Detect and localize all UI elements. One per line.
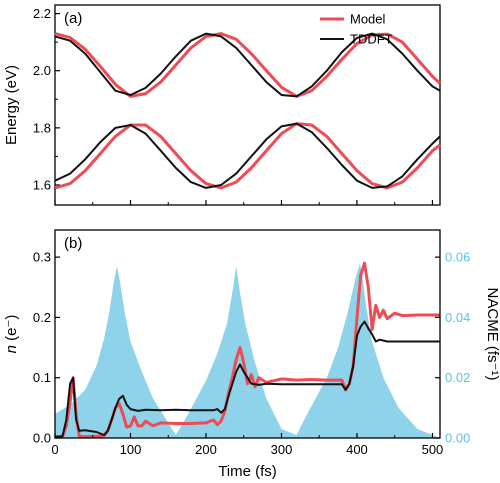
legend: Model TDDFT [320,12,393,47]
x-tick-label: 300 [271,442,293,457]
panel-b-right-y-tick-label: 0.00 [445,431,470,446]
panel-a-frame [54,4,441,206]
x-axis-label: Time (fs) [218,463,277,480]
x-tick-label: 400 [346,442,368,457]
panel-b-series [54,261,440,439]
panel-b-y-tick-label: 0.0 [33,431,51,446]
panel-b-y-tick-label: 0.2 [33,310,51,325]
x-tick-label: 0 [51,442,58,457]
panel-b-right-y-tick-label: 0.04 [445,310,470,325]
series-line-tddft [54,32,441,98]
panel-b-right-y-tick-label: 0.06 [445,250,470,265]
panel-a-y-tick-label: 2.2 [33,6,51,21]
nacme-area [55,263,440,438]
panel-a-ticks: 1.6 1.8 2.0 2.2 [33,6,434,205]
panel-b-y-tick-label: 0.1 [33,370,51,385]
panel-b-y-tick-label: 0.3 [33,250,51,265]
panel-a-series [54,32,442,190]
legend-label-tddft: TDDFT [350,32,393,47]
nacme-area-fill [55,263,440,438]
panel-a-y-axis-label: Energy (eV) [3,65,20,145]
series-line-model [54,122,441,190]
panel-a-y-tick-label: 1.6 [33,178,51,193]
panel-b-right-y-tick-label: 0.02 [445,370,470,385]
series-line-tddft [54,122,441,189]
panel-a-label: (a) [64,10,82,27]
panel-b-label: (b) [64,235,82,252]
panel-b-ticks: 0 100 200 300 400 500 0.0 0.1 0.2 0.3 0.00 0.02 0.04… [33,250,470,457]
legend-label-model: Model [350,12,386,27]
x-tick-label: 100 [120,442,142,457]
x-tick-label: 500 [422,442,444,457]
panel-b-frame [54,229,441,439]
panel-b-y-axis-label: n (e⁻) [3,315,20,354]
panel-a-y-tick-label: 2.0 [33,63,51,78]
panel-a: 1.6 1.8 2.0 2.2 (a) Energy (eV) Model TDDFT [3,4,442,206]
panel-b-right-y-axis-label: NACME (fs⁻¹) [484,288,500,381]
panel-a-y-tick-label: 1.8 [33,120,51,135]
x-tick-label: 200 [195,442,217,457]
panel-b: 0 100 200 300 400 500 0.0 0.1 0.2 0.3 0.00 0.02 0.04… [3,229,500,480]
population-line-tddft [54,320,440,438]
series-line-model [54,32,442,98]
